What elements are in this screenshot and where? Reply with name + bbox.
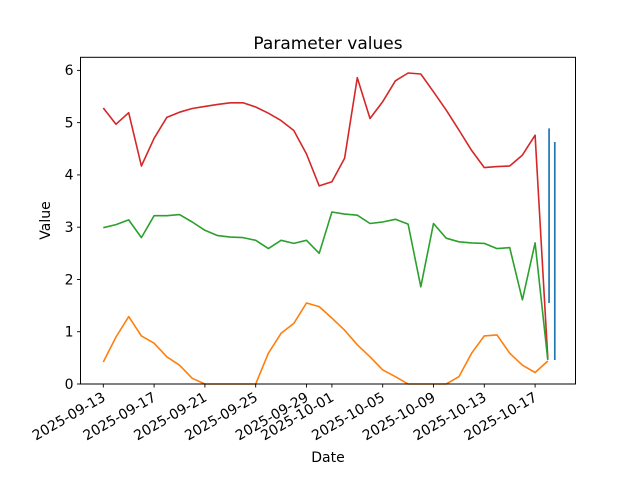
- y-tick-label: 5: [65, 115, 74, 131]
- y-tick-label: 1: [65, 325, 74, 341]
- y-tick-label: 6: [65, 63, 74, 79]
- chart-title: Parameter values: [253, 34, 402, 54]
- y-tick-label: 2: [65, 272, 74, 288]
- plot-border: [80, 56, 576, 385]
- y-tick-label: 4: [65, 168, 74, 184]
- series-layer: [102, 72, 556, 385]
- y-axis-label: Value: [38, 201, 54, 239]
- series-orange-line: [102, 302, 549, 385]
- series-red-line: [102, 72, 549, 359]
- x-axis-label: Date: [311, 450, 344, 466]
- series-green-line: [103, 211, 549, 361]
- axes-layer: 01234562025-09-132025-09-172025-09-21202…: [30, 63, 540, 444]
- y-tick-label: 3: [65, 220, 74, 236]
- y-tick-label: 0: [65, 377, 74, 393]
